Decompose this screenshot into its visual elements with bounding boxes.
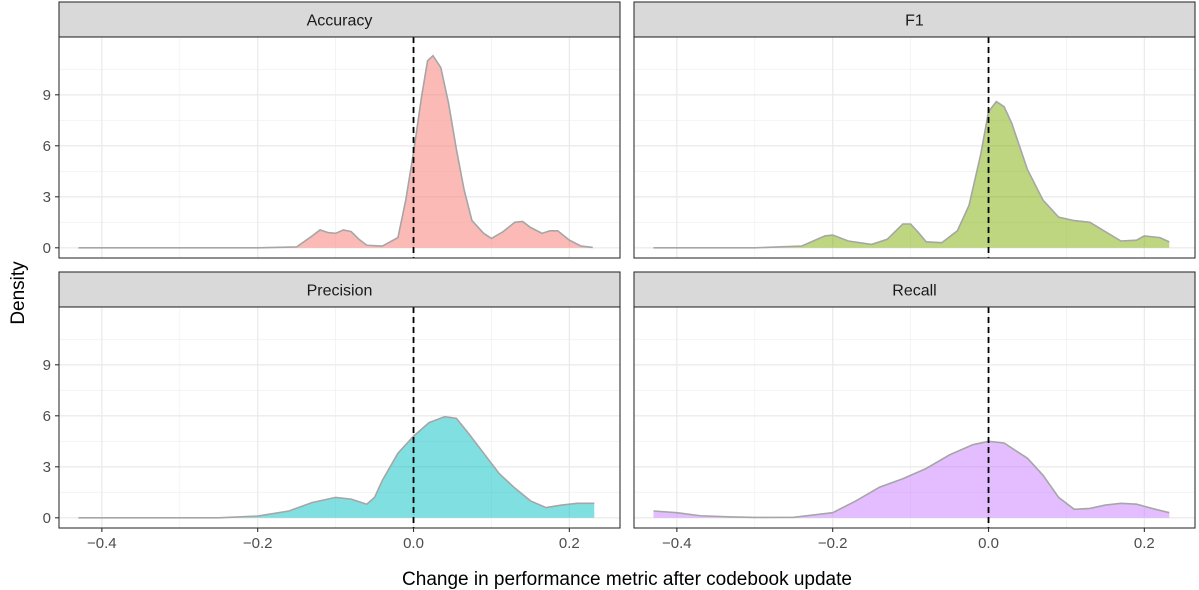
density-area-accuracy	[78, 55, 593, 248]
y-tick-label: 3	[43, 459, 51, 476]
density-area-precision	[78, 416, 595, 518]
strip-label-accuracy: Accuracy	[307, 13, 373, 30]
panel-precision: Precision	[58, 271, 621, 529]
density-line-f1	[653, 100, 1170, 249]
y-tick-label: 6	[43, 138, 51, 155]
x-tick-label: −0.2	[243, 535, 273, 552]
density-area-recall	[653, 441, 1170, 518]
strip-label-precision: Precision	[307, 283, 373, 300]
x-axes: −0.4 −0.2 0.0 0.2 −0.4 −0.2 0.0 0.2	[87, 528, 1155, 552]
x-tick-label: −0.4	[662, 535, 692, 552]
x-axis-title: Change in performance metric after codeb…	[402, 569, 852, 590]
y-tick-label: 9	[43, 357, 51, 374]
y-tick-label: 0	[43, 240, 51, 257]
x-tick-label: −0.4	[87, 535, 117, 552]
panel-background-accuracy	[59, 37, 620, 258]
strip-accuracy	[58, 1, 621, 38]
y-axis-title: Density	[8, 261, 29, 325]
panel-border-accuracy	[58, 36, 621, 259]
y-tick-label: 3	[43, 189, 51, 206]
x-tick-label: 0.0	[978, 535, 999, 552]
strip-label-recall: Recall	[892, 283, 936, 300]
strip-label-f1: F1	[905, 13, 924, 30]
density-area-f1	[653, 101, 1170, 248]
panel-border-precision	[58, 306, 621, 529]
x-tick-label: 0.0	[403, 535, 424, 552]
x-tick-label: 0.2	[1134, 535, 1155, 552]
panel-f1: F1	[633, 1, 1196, 259]
panel-recall: Recall	[633, 271, 1196, 529]
strip-precision	[58, 271, 621, 308]
y-axes: 0 3 6 9 0 3 6 9	[43, 87, 59, 527]
panel-border-f1	[633, 36, 1196, 259]
y-tick-label: 9	[43, 87, 51, 104]
panel-accuracy: Accuracy	[58, 1, 621, 259]
density-line-accuracy	[78, 54, 593, 249]
density-line-recall	[653, 440, 1170, 519]
panel-background-f1	[634, 37, 1195, 258]
panel-border-recall	[633, 306, 1196, 529]
x-tick-label: 0.2	[559, 535, 580, 552]
strip-f1	[633, 1, 1196, 38]
density-line-precision	[78, 415, 595, 519]
x-tick-label: −0.2	[818, 535, 848, 552]
y-tick-label: 0	[43, 510, 51, 527]
y-tick-label: 6	[43, 408, 51, 425]
facet-panels: Accuracy F1 Precision Recall	[58, 1, 1196, 529]
panel-background-precision	[59, 307, 620, 528]
